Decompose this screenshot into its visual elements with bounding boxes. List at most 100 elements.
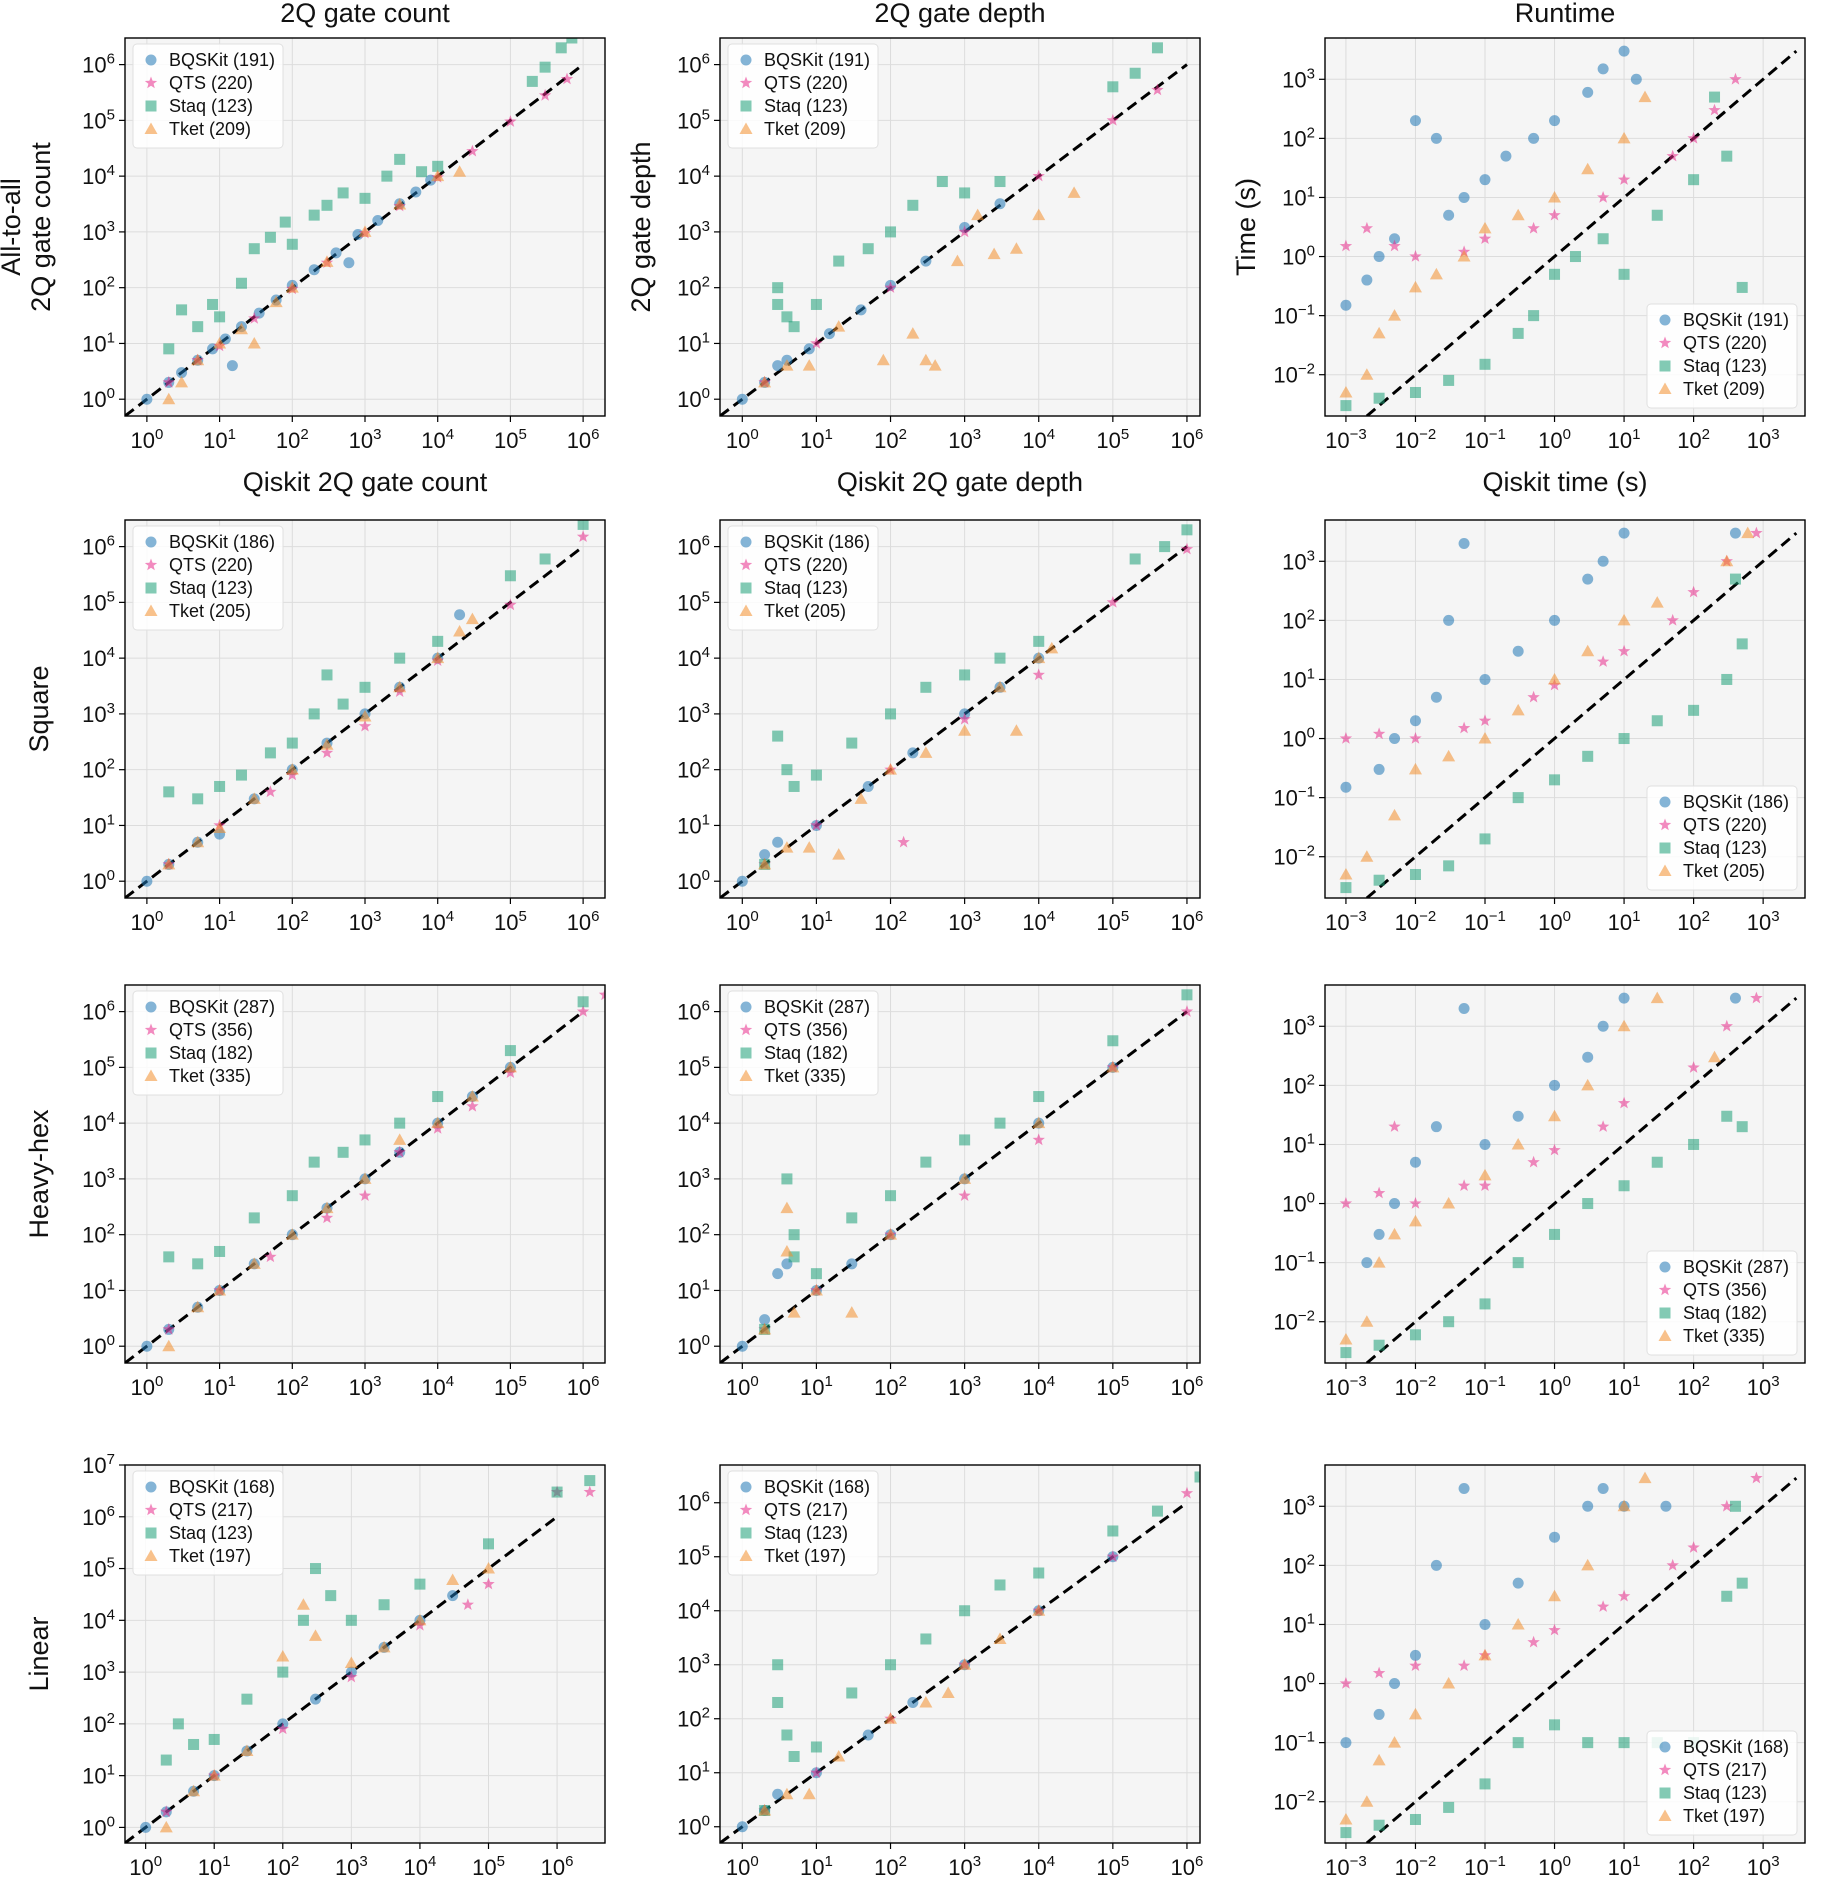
staq-point: [566, 38, 578, 44]
staq-point: [310, 1563, 322, 1575]
x-tick-label: 102: [266, 1853, 299, 1880]
staq-point: [1194, 1471, 1200, 1483]
staq-point: [936, 176, 948, 188]
qts-point: [576, 1005, 590, 1017]
tket-point: [884, 763, 898, 775]
bqskit-point: [1361, 274, 1373, 286]
staq-point: [885, 226, 897, 238]
x-tick-label: 101: [198, 1853, 231, 1880]
tket-point: [453, 625, 467, 637]
x-tick-label: 101: [203, 426, 236, 453]
staq-point: [381, 170, 393, 182]
qts-point: [583, 1485, 596, 1498]
bqskit-point: [1549, 1531, 1561, 1543]
qts-point: [466, 1099, 479, 1112]
legend-label-tket: Tket (205): [1683, 861, 1765, 881]
y-tick-label: 104: [677, 162, 710, 189]
legend-box: [727, 525, 879, 631]
staq-point: [1721, 1110, 1733, 1122]
staq-point: [297, 1614, 309, 1626]
tket-point: [1106, 1060, 1120, 1073]
tket-point: [1457, 250, 1471, 262]
qts-point: [504, 115, 517, 127]
qts-point: [538, 88, 552, 101]
tket-point: [162, 392, 176, 405]
x-tick-label: 104: [1022, 426, 1055, 453]
tket-point: [240, 1744, 254, 1756]
y-tick-label: 100: [82, 1332, 115, 1359]
bqskit-point: [772, 836, 784, 848]
y-tick-label: 101: [1282, 1610, 1315, 1637]
qts-point: [1032, 1133, 1045, 1146]
tket-point: [941, 1686, 955, 1698]
bqskit-point: [330, 247, 342, 259]
x-tick-label: 103: [335, 1853, 368, 1880]
y-tick-label: 103: [1282, 547, 1315, 574]
y-tick-label: 101: [82, 811, 115, 838]
tket-point: [213, 1283, 227, 1296]
bqskit-point: [1458, 538, 1470, 550]
legend-label-staq: Staq (123): [1683, 356, 1767, 376]
bqskit-point: [447, 1590, 459, 1602]
staq-point: [192, 793, 204, 805]
x-tick-label: 102: [874, 1853, 907, 1880]
bqskit-point: [253, 307, 265, 319]
legend-marker-bqskit: [1659, 796, 1671, 808]
x-tick-label: 106: [541, 1853, 574, 1880]
identity-line: [1365, 49, 1798, 416]
legend-label-staq: Staq (182): [1683, 1303, 1767, 1323]
staq-point: [192, 1258, 204, 1270]
tket-point: [1708, 1050, 1722, 1063]
legend-marker-tket: [1658, 864, 1672, 876]
legend-label-staq: Staq (123): [764, 578, 848, 598]
y-tick-label: 10−2: [1273, 361, 1315, 388]
y-tick-label: 106: [677, 51, 710, 78]
x-tick-label: 103: [349, 426, 382, 453]
data-points: [720, 524, 1194, 898]
staq-point: [1736, 281, 1748, 293]
qts-point: [1750, 1471, 1763, 1484]
legend-marker-bqskit: [1659, 314, 1671, 326]
staq-point: [781, 1729, 793, 1741]
y-tick-label: 101: [1282, 183, 1315, 210]
tket-point: [1032, 651, 1046, 664]
staq-point: [248, 1212, 260, 1224]
legend-label-bqskit: BQSKit (186): [1683, 792, 1789, 812]
y-tick-label: 106: [82, 533, 115, 560]
tket-point: [802, 1787, 816, 1800]
staq-point: [1107, 1525, 1119, 1537]
staq-point: [1443, 860, 1455, 872]
legend-label-bqskit: BQSKit (287): [169, 997, 275, 1017]
staq-point: [160, 1754, 172, 1766]
y-tick-label: 104: [82, 644, 115, 671]
tket-point: [1617, 1499, 1631, 1512]
legend-marker-tket: [739, 1069, 753, 1081]
tket-point: [1478, 732, 1492, 744]
staq-point: [1549, 1228, 1561, 1240]
tket-point: [191, 1300, 205, 1313]
x-tick-label: 102: [1677, 908, 1710, 935]
bqskit-point: [1597, 1020, 1609, 1032]
tket-point: [854, 792, 868, 804]
staq-point: [577, 996, 589, 1008]
staq-point: [959, 1605, 971, 1617]
bqskit-point: [772, 360, 784, 372]
plot-frame: [719, 519, 1201, 899]
legend-label-tket: Tket (335): [169, 1066, 251, 1086]
legend-label-tket: Tket (197): [1683, 1806, 1765, 1826]
tket-point: [481, 1562, 495, 1574]
tket-point: [1388, 309, 1402, 321]
legend-box: [132, 43, 284, 149]
legend-label-bqskit: BQSKit (287): [1683, 1257, 1789, 1277]
staq-point: [846, 1212, 858, 1224]
legend-marker-staq: [740, 1047, 752, 1059]
y-tick-label: 100: [82, 867, 115, 894]
staq-point: [1443, 1316, 1455, 1328]
staq-point: [1582, 750, 1594, 762]
bqskit-point: [994, 198, 1006, 210]
legend-marker-qts: [1658, 336, 1672, 349]
staq-point: [394, 652, 406, 664]
plot-frame: [719, 984, 1201, 1364]
bqskit-point: [372, 215, 384, 227]
tket-point: [1548, 1589, 1562, 1602]
